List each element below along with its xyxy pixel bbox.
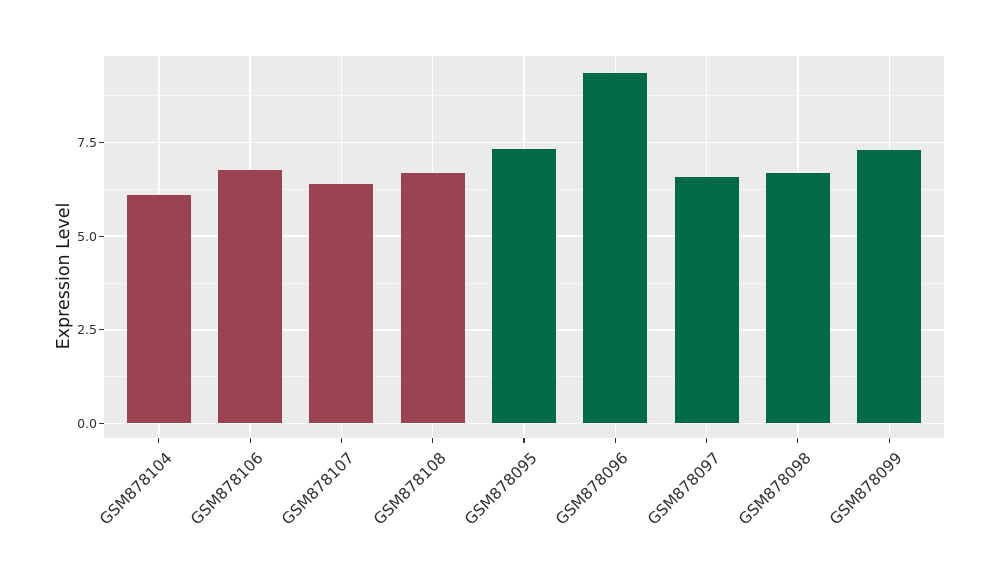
x-tick-mark [706, 438, 708, 443]
x-tick-label: GSM878096 [552, 449, 633, 529]
plot-panel [104, 56, 944, 438]
y-tick-label: 2.5 [77, 322, 97, 338]
x-tick-label: GSM878104 [96, 449, 176, 529]
x-tick-label: GSM878097 [643, 449, 724, 529]
y-tick-mark [99, 422, 104, 424]
y-tick-label: 0.0 [77, 415, 97, 431]
x-tick-mark [797, 438, 799, 443]
x-tick-mark [523, 438, 525, 443]
bar-GSM878108 [400, 172, 465, 424]
bar-GSM878104 [126, 194, 191, 424]
y-tick-label: 7.5 [77, 135, 97, 150]
bar-GSM878097 [674, 176, 739, 424]
bar-GSM878096 [583, 73, 648, 424]
x-tick-mark [158, 438, 160, 443]
x-tick-mark [249, 438, 251, 443]
x-tick-mark [614, 438, 616, 443]
y-tick-label: 5.0 [77, 228, 97, 244]
x-tick-mark [432, 438, 434, 443]
bar-GSM878107 [309, 183, 374, 424]
x-tick-label: GSM878106 [187, 449, 267, 529]
bar-GSM878098 [765, 172, 830, 424]
x-tick-label: GSM878107 [278, 449, 359, 529]
bar-GSM878106 [218, 169, 283, 424]
x-tick-label: GSM878098 [735, 449, 815, 529]
x-tick-label: GSM878099 [826, 449, 906, 529]
y-tick-mark [99, 235, 104, 237]
bar-GSM878095 [492, 148, 556, 424]
bar-GSM878099 [857, 150, 922, 424]
y-tick-mark [99, 141, 104, 144]
y-tick-mark [99, 329, 104, 331]
x-tick-mark [888, 438, 890, 443]
x-tick-label: GSM878108 [369, 449, 450, 529]
x-tick-mark [340, 438, 342, 443]
x-tick-label: GSM878095 [461, 449, 541, 529]
